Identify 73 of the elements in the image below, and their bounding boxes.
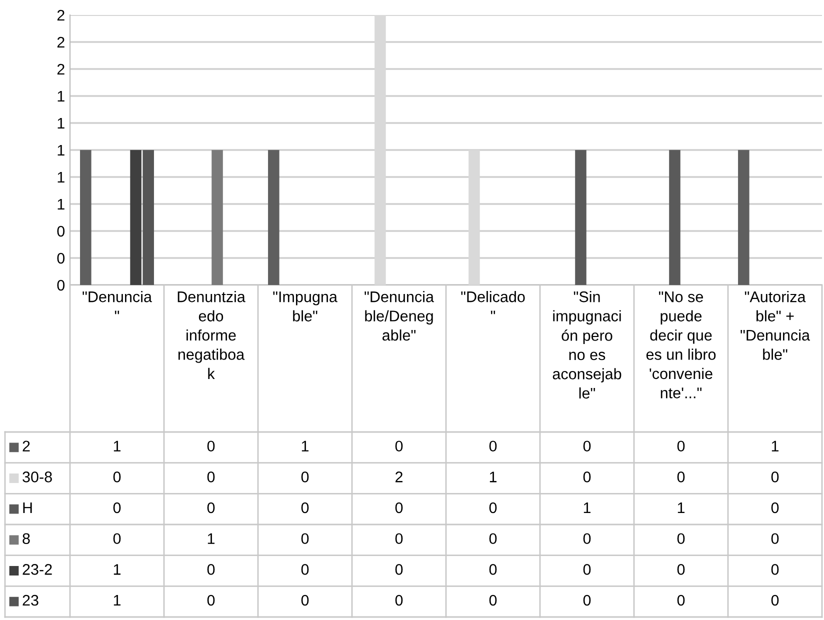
data-label: 0 bbox=[489, 440, 497, 452]
data-label: 1 bbox=[584, 502, 591, 514]
x-tick-label: "Denuncia " bbox=[82, 291, 152, 314]
data-label: 0 bbox=[677, 564, 685, 575]
data-label: 0 bbox=[489, 594, 497, 606]
data-label: 1 bbox=[114, 595, 121, 606]
data-label: 1 bbox=[208, 533, 215, 544]
data-label: 0 bbox=[771, 502, 779, 514]
data-label: 0 bbox=[489, 502, 497, 514]
data-label: 2 bbox=[396, 472, 402, 482]
data-label: 1 bbox=[678, 502, 685, 514]
y-tick-label: 0 bbox=[57, 252, 65, 264]
data-label: 0 bbox=[395, 440, 403, 452]
data-label: 0 bbox=[301, 533, 309, 544]
y-tick-label: 1 bbox=[58, 118, 64, 129]
y-tick-label: 0 bbox=[57, 280, 65, 291]
data-label: 0 bbox=[301, 502, 309, 514]
x-tick-label: "Autoriza ble" + "Denuncia ble" bbox=[740, 291, 810, 360]
data-label: 0 bbox=[207, 440, 215, 452]
y-tick-label: 2 bbox=[57, 64, 64, 75]
data-label: 0 bbox=[489, 533, 497, 544]
data-label: 0 bbox=[677, 472, 685, 482]
data-label: 0 bbox=[301, 594, 309, 606]
y-tick-label: 1 bbox=[58, 91, 64, 102]
data-label: 0 bbox=[113, 472, 121, 482]
data-label: 1 bbox=[302, 440, 309, 452]
data-label: 0 bbox=[113, 533, 121, 544]
x-tick-label: "Sin impugnaci ón pero no es aconsejab le" bbox=[552, 291, 622, 399]
data-label: 0 bbox=[301, 472, 309, 482]
data-label: 0 bbox=[771, 533, 779, 544]
y-tick-label: 1 bbox=[58, 145, 64, 156]
y-tick-label: 2 bbox=[57, 36, 64, 48]
y-tick-label: 1 bbox=[58, 199, 64, 210]
legend-label: 30-8 bbox=[22, 472, 52, 482]
data-label: 0 bbox=[583, 440, 591, 452]
data-label: 0 bbox=[583, 564, 591, 575]
legend-label: H bbox=[23, 502, 32, 514]
data-label: 0 bbox=[677, 594, 685, 606]
data-label: 0 bbox=[395, 533, 403, 544]
y-tick-label: 2 bbox=[57, 10, 64, 21]
y-tick-label: 0 bbox=[57, 226, 65, 237]
data-label: 0 bbox=[301, 564, 309, 575]
data-label: 1 bbox=[114, 564, 121, 575]
data-label: 0 bbox=[771, 564, 779, 575]
data-label: 1 bbox=[772, 440, 779, 452]
x-tick-label: Denuntzia edo informe negatiboa k bbox=[178, 291, 246, 379]
data-label: 0 bbox=[207, 594, 215, 606]
data-label: 0 bbox=[677, 533, 685, 544]
data-label: 0 bbox=[207, 472, 215, 482]
data-label: 0 bbox=[771, 472, 779, 482]
data-label: 0 bbox=[583, 533, 591, 544]
data-label: 1 bbox=[490, 472, 497, 482]
data-label: 0 bbox=[583, 472, 591, 482]
legend-label: 23-2 bbox=[22, 564, 52, 575]
data-label: 0 bbox=[395, 594, 403, 606]
data-label: 0 bbox=[489, 564, 497, 575]
data-label: 0 bbox=[395, 502, 403, 514]
legend-label: 2 bbox=[22, 440, 30, 452]
data-label: 0 bbox=[207, 502, 215, 514]
data-label: 0 bbox=[583, 594, 591, 606]
data-label: 0 bbox=[771, 594, 779, 606]
data-label: 0 bbox=[207, 564, 215, 575]
x-tick-label: "No se puede decir que es un libro 'convenie nte'..." bbox=[646, 292, 716, 398]
x-tick-label: "Denuncia ble/Deneg able" bbox=[364, 291, 434, 341]
legend-label: 23 bbox=[22, 594, 38, 606]
x-tick-label: "Delicado " bbox=[461, 291, 525, 314]
x-tick-label: "Impugna ble" bbox=[273, 292, 338, 322]
data-label: 1 bbox=[114, 440, 121, 452]
data-label: 0 bbox=[113, 502, 121, 514]
data-label: 0 bbox=[677, 440, 685, 452]
legend-label: 8 bbox=[22, 533, 30, 544]
data-label: 0 bbox=[395, 564, 403, 575]
y-tick-label: 1 bbox=[58, 172, 64, 183]
